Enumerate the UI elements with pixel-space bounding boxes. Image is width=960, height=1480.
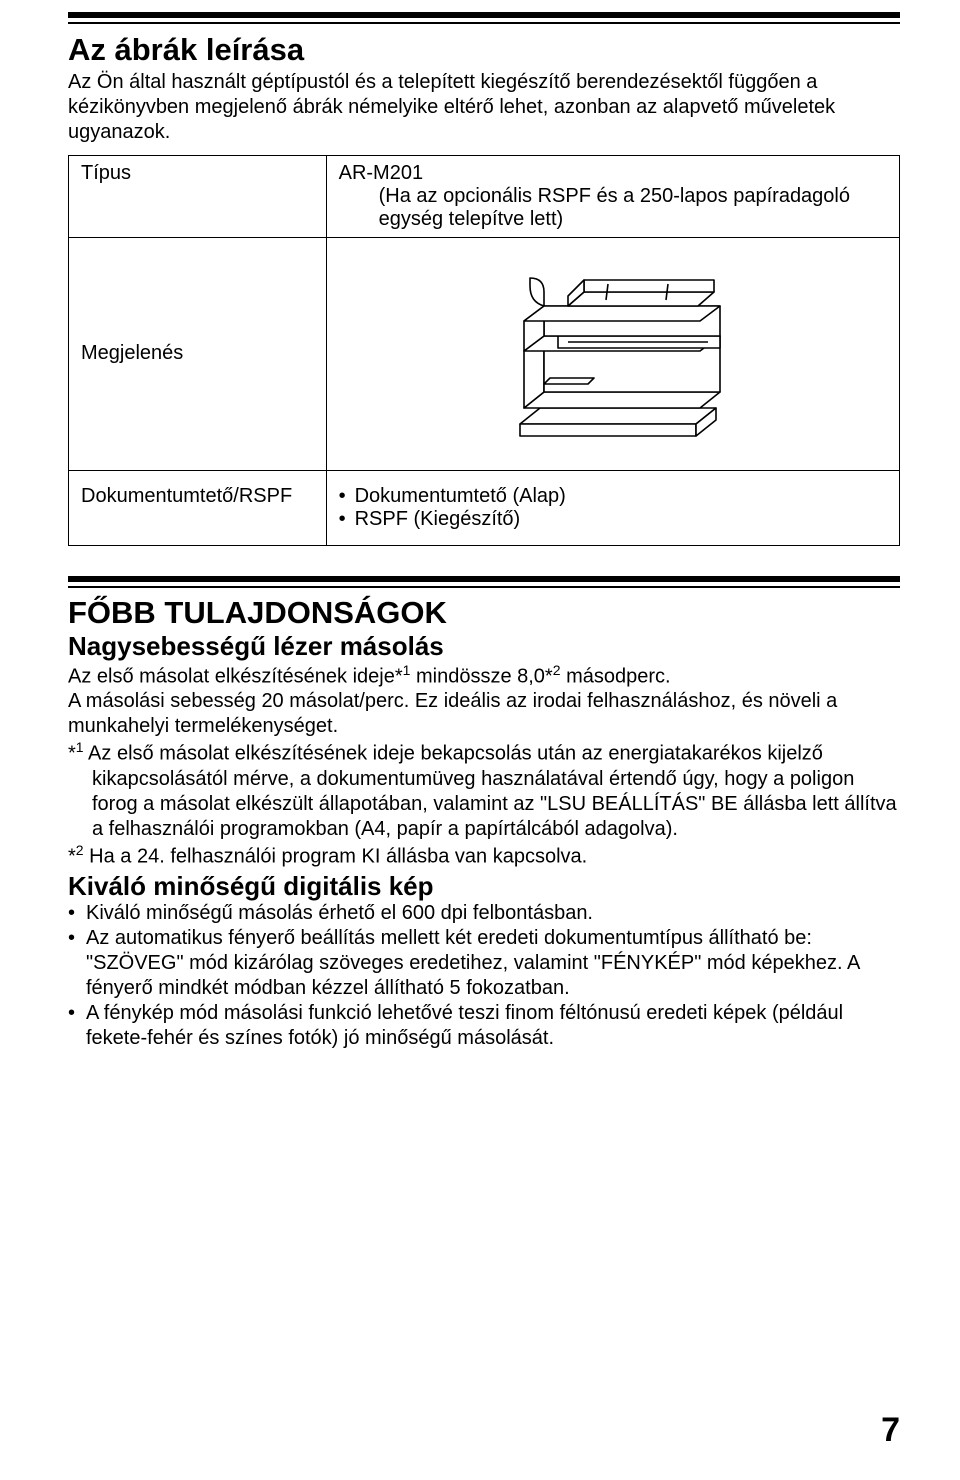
doc-bullet-1: •Dokumentumtető (Alap) [339,485,887,508]
section1-intro: Az Ön által használt géptípustól és a te… [68,70,900,145]
sub1-line1: Az első másolat elkészítésének ideje*1 m… [68,662,900,690]
sub2-bullet-1: Kiváló minőségű másolás érhető el 600 dp… [68,901,900,926]
doc-bullet-2: •RSPF (Kiegészítő) [339,508,887,531]
doc-bullet-1-text: Dokumentumtető (Alap) [355,485,566,508]
horizontal-double-rule-1 [68,12,900,24]
type-value-text: AR-M201 [339,162,887,185]
sub2-bullet-2: Az automatikus fényerő beállítás mellett… [68,926,900,1001]
cell-type-value: AR-M201 (Ha az opcionális RSPF és a 250-… [326,155,899,237]
cell-appearance-label: Megjelenés [69,237,327,470]
section2-title: FŐBB TULAJDONSÁGOK [68,596,900,630]
horizontal-double-rule-2 [68,576,900,588]
sub1-footnote2: *2 Ha a 24. felhasználói program KI állá… [68,842,900,870]
sub2-bullet-3: A fénykép mód másolási funkció lehetővé … [68,1001,900,1051]
page-number: 7 [881,1411,900,1450]
doc-bullet-2-text: RSPF (Kiegészítő) [355,508,521,531]
type-value-note: (Ha az opcionális RSPF és a 250-lapos pa… [339,185,887,231]
sub1-heading: Nagysebességű lézer másolás [68,632,900,662]
cell-type-label: Típus [69,155,327,237]
type-table: Típus AR-M201 (Ha az opcionális RSPF és … [68,155,900,546]
sub1-line2: A másolási sebesség 20 másolat/perc. Ez … [68,689,900,739]
sub2-bullets: Kiváló minőségű másolás érhető el 600 dp… [68,901,900,1051]
section1-title: Az ábrák leírása [68,32,900,68]
cell-doc-label: Dokumentumtető/RSPF [69,470,327,545]
sub2-heading: Kiváló minőségű digitális kép [68,872,900,902]
cell-doc-value: •Dokumentumtető (Alap) •RSPF (Kiegészítő… [326,470,899,545]
sub1-footnote1: *1 Az első másolat elkészítésének ideje … [68,739,900,842]
cell-appearance-image [326,237,899,470]
printer-icon [498,256,728,446]
